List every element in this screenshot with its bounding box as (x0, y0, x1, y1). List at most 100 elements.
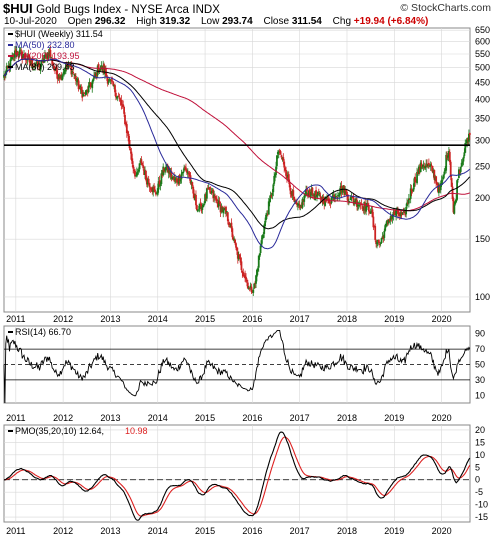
price-candle-body (122, 104, 125, 107)
price-candle-body (465, 144, 468, 145)
price-candle-body (26, 55, 29, 61)
price-candle-body (262, 234, 265, 239)
rsi-panel: 90 70 50 30 10 RSI(14) 66.70 (3, 325, 485, 404)
price-candle-body (377, 240, 379, 242)
price-candle-body (36, 61, 39, 67)
price-candle-body (130, 151, 133, 160)
price-candle-body (152, 187, 155, 193)
price-candle-body (407, 202, 409, 204)
price-candle-body (464, 143, 467, 153)
price-candle-body (159, 184, 162, 186)
price-candle-body (34, 65, 37, 67)
price-candle-body (223, 208, 226, 210)
price-candle-body (14, 49, 17, 55)
price-candle-body (346, 191, 348, 196)
price-candle-body (381, 236, 384, 239)
price-candle-body (195, 195, 197, 206)
price-candle-body (196, 209, 199, 212)
open-value: 296.32 (94, 16, 126, 27)
price-candle-body (253, 283, 256, 289)
rsi-legend-label: RSI(14) 66.70 (15, 327, 71, 337)
x-tick-label-middle: 2013 (100, 413, 120, 423)
price-candle-body (142, 165, 145, 169)
price-candle-body (249, 285, 252, 289)
price-candle-body (193, 193, 196, 199)
price-plot-frame (3, 27, 471, 313)
price-candle-body (117, 96, 120, 98)
price-candle-body (200, 203, 203, 212)
price-candle-body (285, 170, 287, 176)
price-candle-body (207, 187, 210, 189)
price-candle-body (257, 255, 260, 268)
price-candle-body (107, 81, 110, 83)
price-candle-body (135, 172, 138, 177)
price-candle-body (119, 98, 122, 101)
price-candle-body (50, 57, 53, 59)
price-candle-body (121, 104, 124, 106)
pmo-signal-line (4, 436, 471, 517)
price-candle-body (64, 63, 67, 72)
price-candle-body (316, 194, 318, 197)
price-candle-body (286, 176, 288, 179)
price-candle-body (35, 61, 38, 64)
price-candle-body (155, 192, 157, 195)
price-candle-body (263, 224, 266, 234)
price-candle-body (182, 171, 185, 174)
price-candle-body (212, 189, 215, 199)
price-candle-body (443, 171, 446, 175)
price-candle-body (93, 75, 95, 79)
price-candle-body (368, 211, 371, 214)
price-candle-body (369, 212, 372, 214)
price-candle-body (77, 80, 80, 90)
price-candle-body (301, 199, 304, 208)
price-candle-body (315, 190, 317, 197)
x-tick-label-bottom: 2017 (290, 526, 310, 536)
price-candle-body (453, 204, 456, 214)
price-candle-body (13, 54, 15, 58)
close-label: Close (263, 16, 290, 27)
price-candle-body (293, 196, 296, 202)
x-tick-label-bottom: 2019 (384, 526, 404, 536)
rsi-line (3, 329, 471, 404)
price-candle-body (99, 68, 102, 71)
pmo-tick-label: 5 (475, 462, 480, 472)
price-candle-body (329, 202, 332, 204)
x-tick-label-top: 2015 (195, 314, 215, 324)
price-tick-label: 600 (475, 37, 490, 47)
price-candle-body (180, 173, 183, 180)
chart-title: $HUI Gold Bugs Index - NYSE Arca INDX (3, 1, 220, 16)
price-candle-body (160, 173, 163, 185)
price-candle-body (271, 192, 274, 196)
price-candle-body (21, 51, 24, 59)
price-candle-body (125, 124, 128, 134)
price-candle-body (428, 165, 431, 167)
price-candle-body (165, 166, 167, 171)
low-label: Low (200, 16, 220, 27)
price-candle-body (347, 194, 349, 201)
legend-swatch (8, 33, 13, 35)
price-candle-body (397, 212, 400, 216)
price-candle-body (5, 65, 8, 73)
price-candle-body (251, 291, 254, 293)
x-tick-label-top: 2017 (290, 314, 310, 324)
price-candle-body (435, 176, 438, 184)
price-candle-body (378, 244, 381, 245)
price-candle-body (417, 172, 419, 175)
x-tick-label-middle: 2014 (148, 413, 168, 423)
price-candle-body (455, 198, 458, 203)
price-candle-body (236, 251, 239, 259)
price-candle-body (303, 195, 306, 202)
x-tick-label-bottom: 2012 (53, 526, 73, 536)
pmo-tick-label: -15 (475, 512, 488, 522)
pmo-plot-frame (3, 424, 471, 523)
price-candle-body (68, 64, 71, 67)
price-candle-body (297, 203, 300, 206)
price-candle-body (234, 239, 236, 244)
price-candle-body (10, 59, 13, 61)
price-candle-body (318, 194, 321, 196)
price-candle-body (172, 176, 175, 178)
price-candle-body (141, 162, 144, 165)
price-candle-body (367, 203, 369, 205)
price-candle-body (256, 268, 259, 271)
price-candle-body (420, 163, 423, 167)
